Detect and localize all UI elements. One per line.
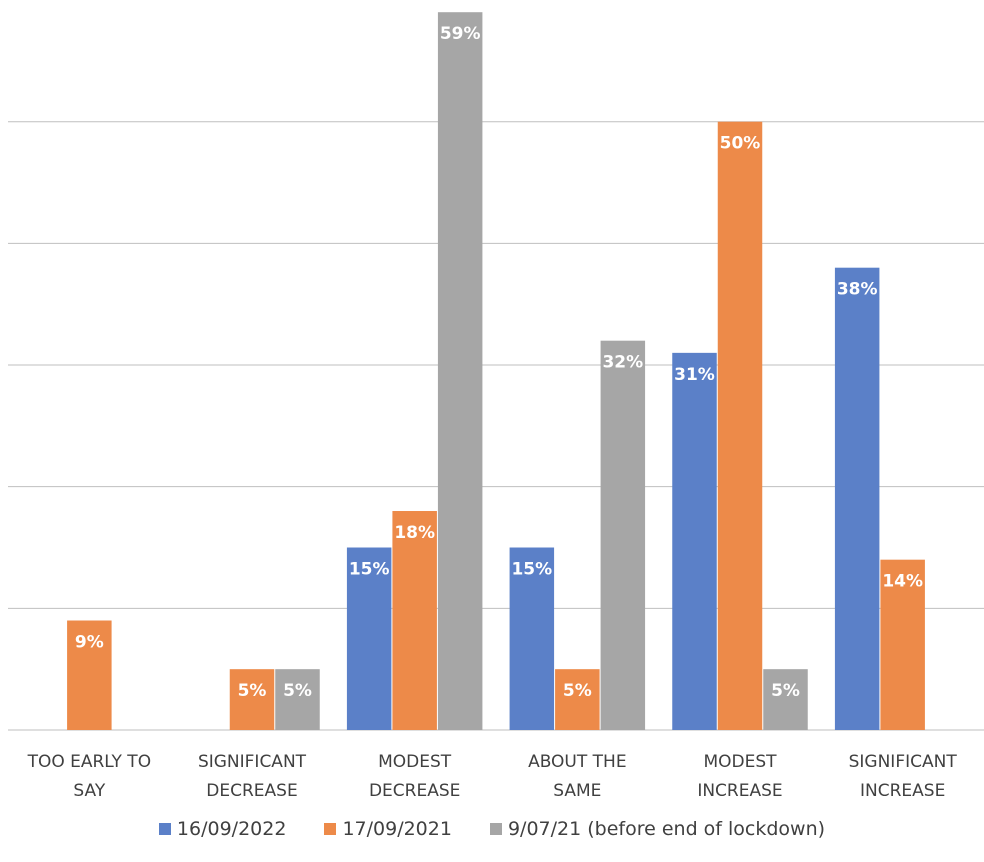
category-label-6-line-2: INCREASE: [860, 781, 945, 801]
legend-item-series-3: 9/07/21 (before end of lockdown): [489, 818, 826, 840]
bar-s2-c4: [555, 669, 600, 730]
bar-s3-c5: [763, 669, 808, 730]
data-label-s2-c1: 9%: [75, 633, 104, 653]
category-label-2-line-1: SIGNIFICANT: [198, 752, 307, 772]
category-label-3-line-2: DECREASE: [369, 781, 460, 801]
bar-s1-c4: [509, 547, 555, 730]
category-label-6-line-1: SIGNIFICANT: [849, 752, 958, 772]
category-label-1-line-1: TOO EARLY TO: [27, 752, 152, 772]
data-label-s1-c5: 31%: [674, 365, 715, 385]
category-label-1-line-2: SAY: [73, 781, 105, 801]
legend-label-series-1: 16/09/2022: [176, 818, 287, 840]
data-label-s3-c5: 5%: [771, 681, 800, 701]
legend-swatch-series-1: [158, 823, 171, 835]
legend-item-series-1: 16/09/2022: [158, 818, 287, 840]
data-label-s1-c3: 15%: [349, 560, 390, 580]
data-label-s1-c1: 0%: [29, 699, 58, 719]
legend: 16/09/2022 17/09/2021 9/07/21 (before en…: [0, 818, 984, 840]
data-label-s3-c4: 32%: [602, 353, 643, 373]
data-label-s3-c6: 0%: [934, 699, 963, 719]
data-label-s3-c1: 0%: [120, 699, 149, 719]
legend-label-series-3: 9/07/21 (before end of lockdown): [507, 818, 826, 840]
category-label-5-line-1: MODEST: [703, 752, 777, 772]
bar-s2-c1: [67, 620, 112, 730]
data-label-s3-c3: 59%: [440, 24, 481, 44]
bar-s2-c3: [392, 511, 437, 730]
category-label-5-line-2: INCREASE: [697, 781, 782, 801]
category-label-3-line-1: MODEST: [378, 752, 452, 772]
legend-swatch-series-2: [324, 823, 337, 835]
data-label-s1-c6: 38%: [837, 280, 878, 300]
data-label-s2-c6: 14%: [882, 572, 923, 592]
bar-s3-c2: [275, 669, 320, 730]
category-label-4-line-2: SAME: [553, 781, 601, 801]
legend-label-series-2: 17/09/2021: [342, 818, 452, 840]
data-label-s2-c5: 50%: [720, 134, 761, 154]
bar-s1-c3: [346, 547, 392, 730]
legend-swatch-series-3: [489, 823, 502, 835]
data-label-s2-c2: 5%: [238, 681, 267, 701]
category-label-4-line-1: ABOUT THE: [528, 752, 627, 772]
bar-s1-c6: [834, 267, 880, 730]
data-label-s1-c2: 0%: [192, 699, 221, 719]
bar-s2-c6: [880, 559, 925, 730]
bar-s2-c5: [717, 121, 763, 730]
data-label-s1-c4: 15%: [511, 560, 552, 580]
bar-s3-c3: [437, 12, 483, 731]
data-label-s2-c4: 5%: [563, 681, 592, 701]
legend-item-series-2: 17/09/2021: [324, 818, 452, 840]
bar-s1-c5: [672, 352, 717, 730]
category-label-2-line-2: DECREASE: [206, 781, 297, 801]
bar-s2-c2: [229, 669, 275, 730]
data-label-s3-c2: 5%: [283, 681, 312, 701]
bar-s3-c4: [600, 340, 646, 730]
data-label-s2-c3: 18%: [394, 523, 435, 543]
